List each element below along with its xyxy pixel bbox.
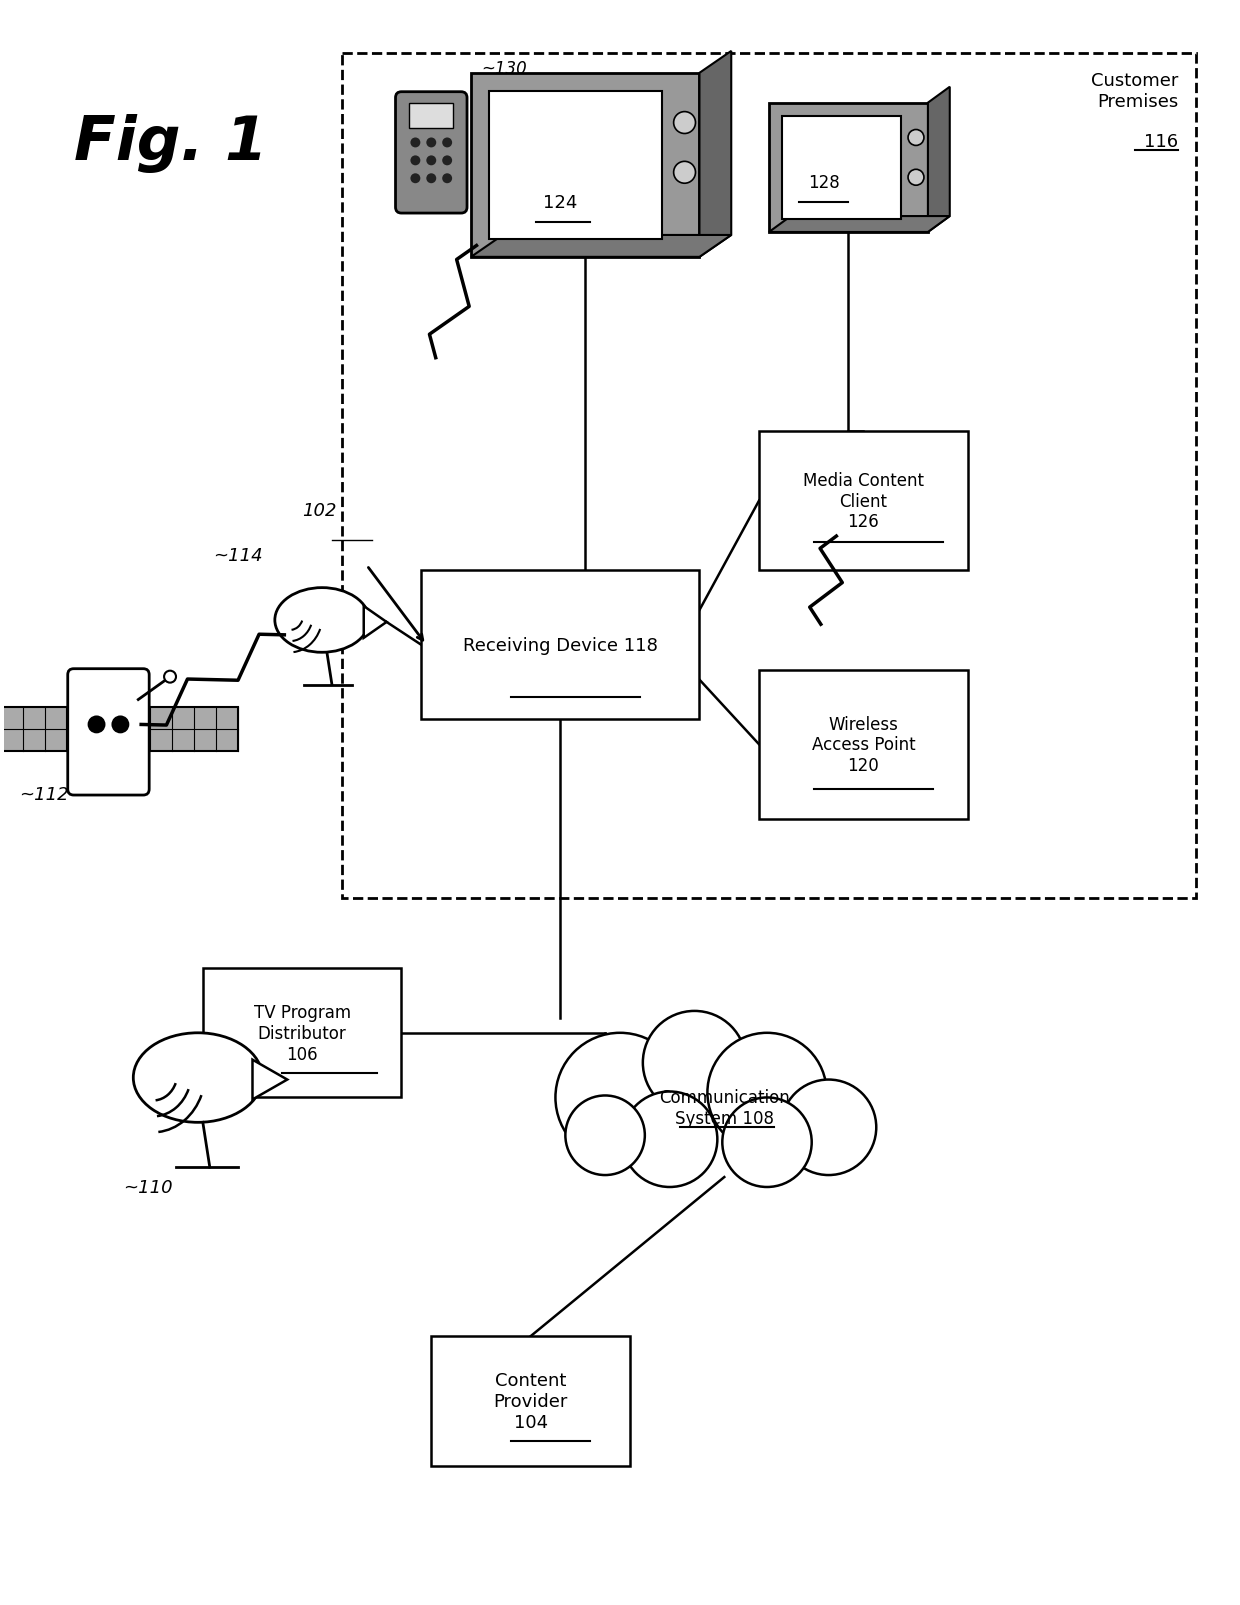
- Text: Media Content
Client
126: Media Content Client 126: [802, 472, 924, 531]
- Text: ~130: ~130: [481, 59, 527, 77]
- Bar: [489, 91, 662, 239]
- Bar: [203, 968, 402, 1098]
- Circle shape: [443, 138, 453, 148]
- Circle shape: [427, 175, 436, 185]
- Text: ~110: ~110: [123, 1178, 174, 1196]
- Bar: [422, 571, 699, 721]
- Circle shape: [622, 1091, 718, 1188]
- FancyBboxPatch shape: [396, 93, 467, 213]
- Circle shape: [427, 156, 436, 167]
- Circle shape: [707, 1034, 827, 1152]
- Circle shape: [410, 175, 420, 185]
- Circle shape: [410, 138, 420, 148]
- Circle shape: [673, 112, 696, 135]
- Polygon shape: [699, 51, 732, 258]
- Polygon shape: [471, 236, 732, 258]
- Text: Fig. 1: Fig. 1: [73, 114, 267, 172]
- Text: Content
Provider
104: Content Provider 104: [494, 1371, 568, 1430]
- Circle shape: [164, 671, 176, 684]
- Circle shape: [556, 1034, 684, 1162]
- Text: 124: 124: [543, 194, 578, 212]
- Circle shape: [673, 162, 696, 185]
- Text: Receiving Device 118: Receiving Device 118: [463, 637, 658, 655]
- Circle shape: [443, 175, 453, 185]
- Bar: [782, 117, 901, 220]
- Circle shape: [565, 1096, 645, 1175]
- Bar: [759, 432, 967, 571]
- Circle shape: [781, 1080, 877, 1175]
- FancyBboxPatch shape: [68, 669, 149, 796]
- Text: 102: 102: [303, 502, 336, 520]
- Text: Wireless
Access Point
120: Wireless Access Point 120: [811, 716, 915, 775]
- Text: ~114: ~114: [213, 547, 263, 565]
- Polygon shape: [928, 88, 950, 233]
- Bar: [759, 671, 967, 820]
- Bar: [150, 708, 238, 751]
- Circle shape: [443, 156, 453, 167]
- Bar: [342, 55, 1197, 899]
- Bar: [769, 104, 928, 233]
- Bar: [471, 74, 699, 258]
- Ellipse shape: [133, 1034, 263, 1122]
- Polygon shape: [363, 607, 387, 639]
- Bar: [409, 104, 453, 128]
- Polygon shape: [253, 1059, 288, 1099]
- Ellipse shape: [275, 589, 370, 653]
- Text: 128: 128: [807, 173, 839, 193]
- Bar: [432, 1337, 630, 1465]
- Circle shape: [427, 138, 436, 148]
- Text: 116: 116: [1145, 133, 1178, 151]
- Circle shape: [908, 170, 924, 186]
- Text: Communication
System 108: Communication System 108: [658, 1088, 790, 1127]
- Circle shape: [723, 1098, 812, 1188]
- Text: TV Program
Distributor
106: TV Program Distributor 106: [254, 1003, 351, 1063]
- Polygon shape: [769, 217, 950, 233]
- Text: ~112: ~112: [19, 785, 68, 804]
- Circle shape: [112, 716, 129, 733]
- Bar: [0, 708, 67, 751]
- Circle shape: [88, 716, 105, 733]
- Circle shape: [642, 1011, 746, 1115]
- Circle shape: [908, 130, 924, 146]
- Circle shape: [410, 156, 420, 167]
- Text: Customer
Premises: Customer Premises: [1091, 72, 1178, 111]
